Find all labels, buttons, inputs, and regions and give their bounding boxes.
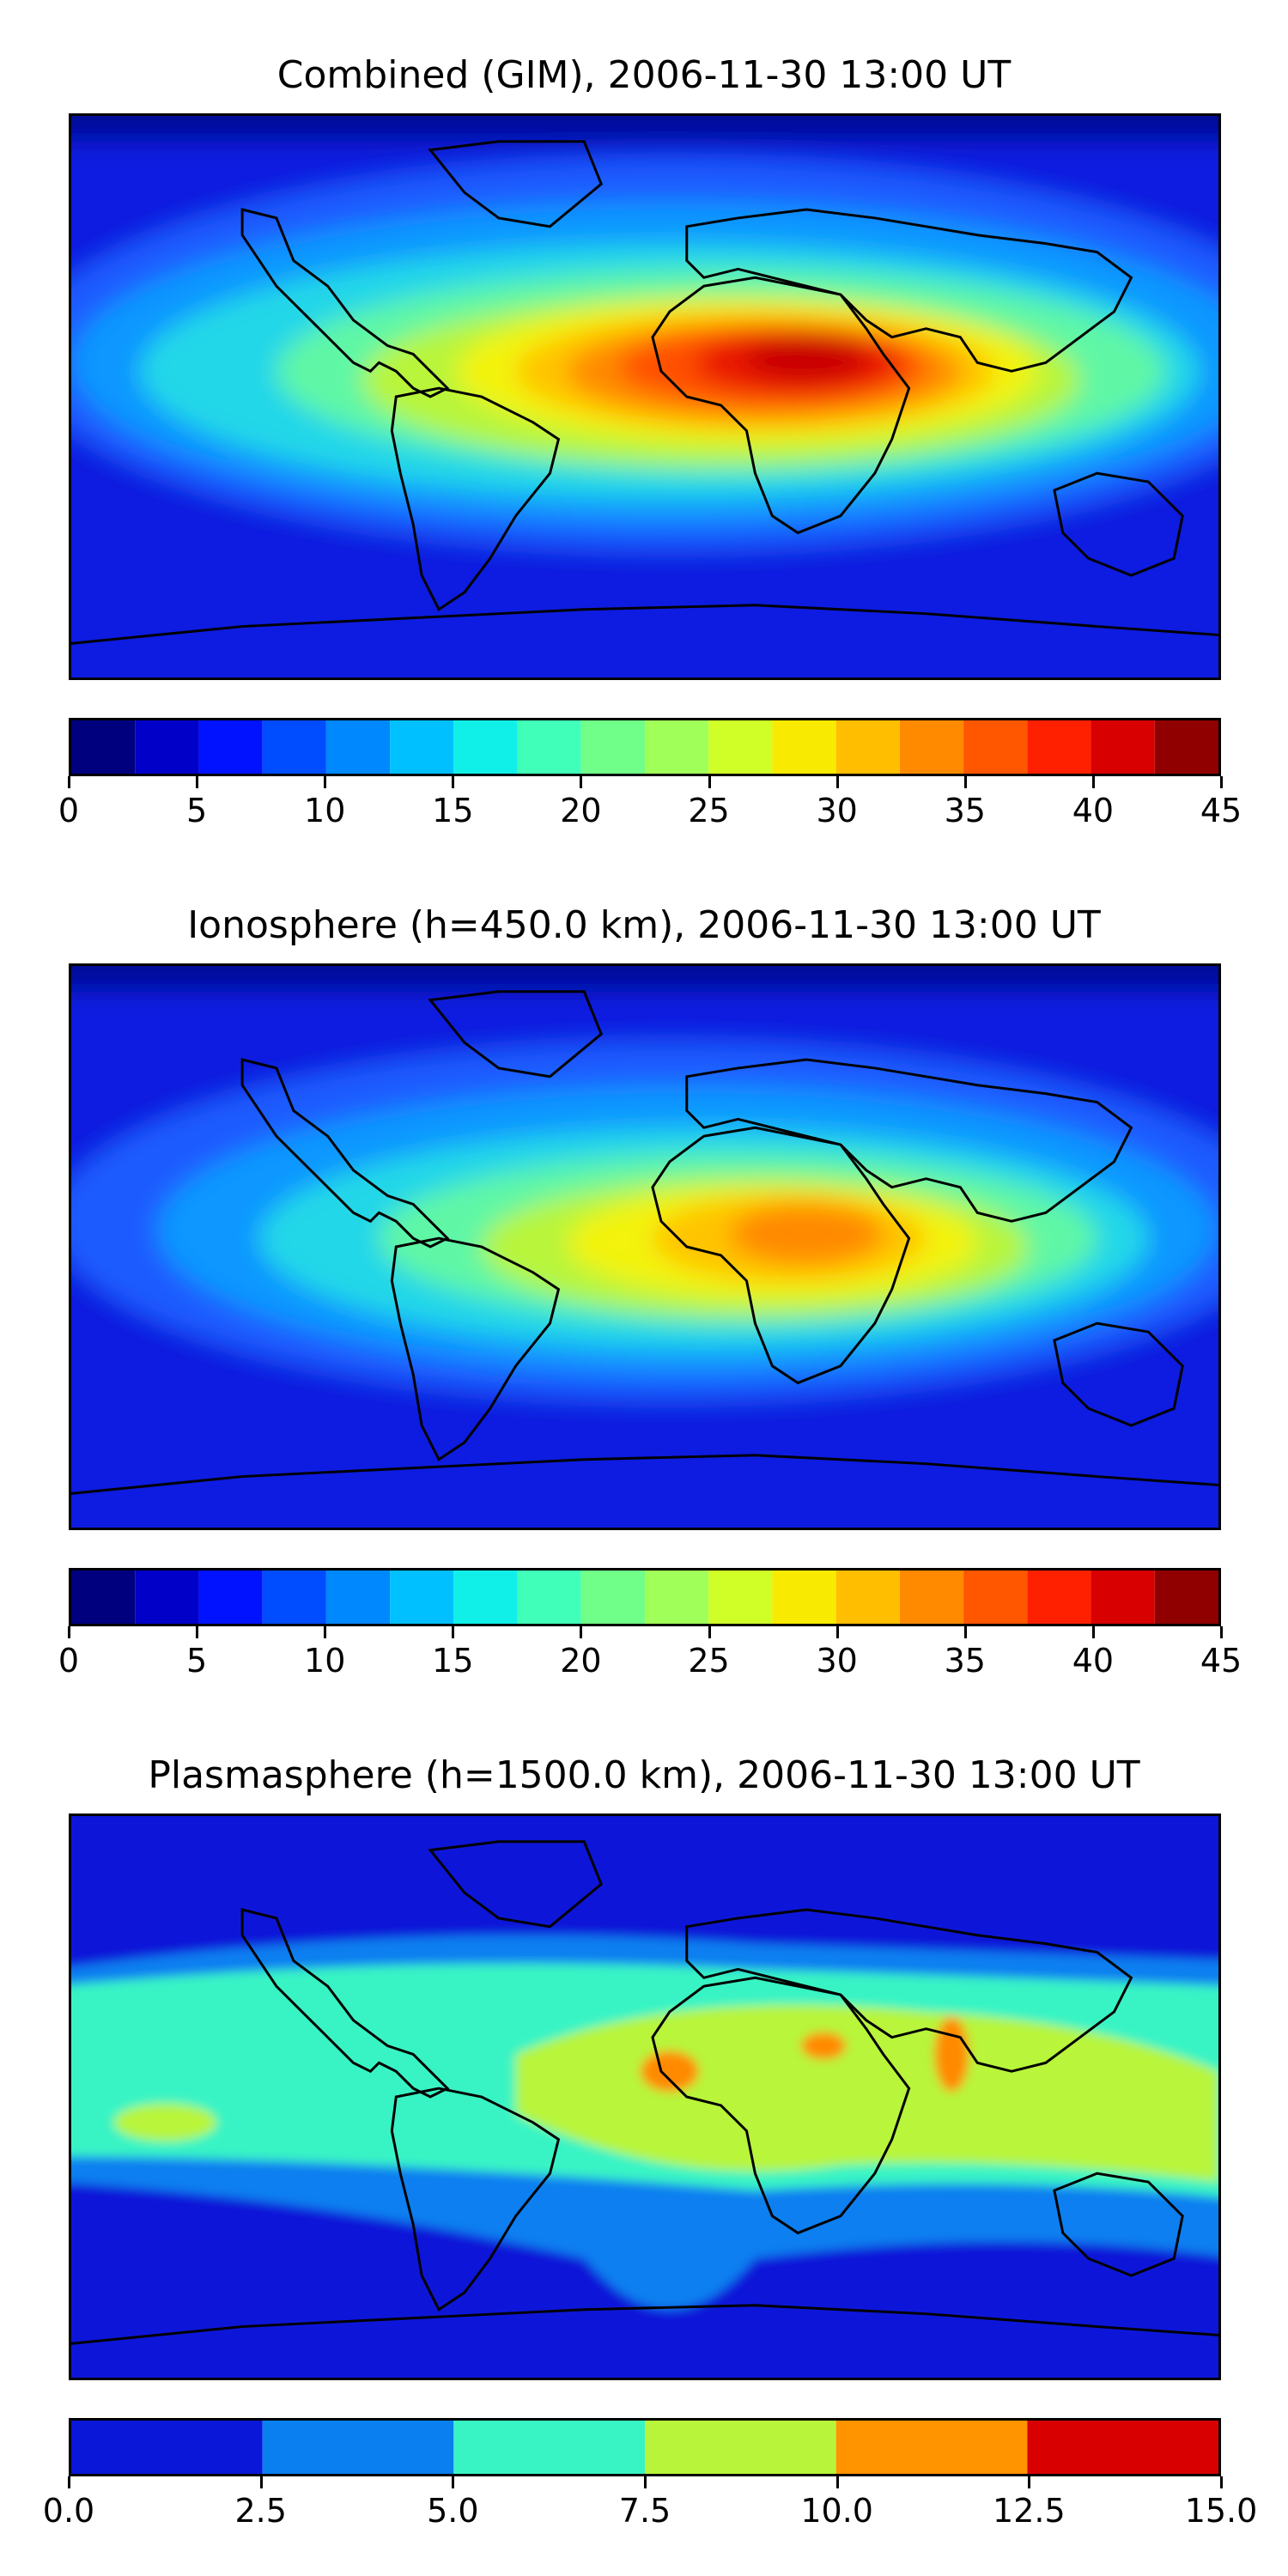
colorbar-tick-mark: [1220, 2476, 1223, 2488]
colorbar-tick-mark: [196, 1626, 199, 1638]
colorbar-tick-label: 35: [944, 792, 986, 829]
colorbar-tick-label: 10: [304, 792, 346, 829]
map-plasmasphere: [69, 1814, 1221, 2380]
colorbar-tick-label: 30: [816, 1642, 858, 1680]
colorbar-tick-mark: [324, 776, 327, 788]
colorbar-tick-label: 45: [1200, 792, 1242, 829]
colorbar-tick-label: 35: [944, 1642, 986, 1680]
colorbar-tick-label: 15: [432, 792, 474, 829]
colorbar-tick-label: 5: [186, 1642, 208, 1680]
colorbar-tick-mark: [580, 1626, 583, 1638]
colorbar-tick-label: 40: [1072, 1642, 1115, 1680]
colorbar-tick-mark: [324, 1626, 327, 1638]
tec-map-plasmasphere: [71, 1816, 1218, 2378]
colorbar-tick-label: 40: [1072, 792, 1115, 829]
colorbar-tick-label: 10.0: [800, 2492, 873, 2530]
colorbar-tick-mark: [708, 1626, 711, 1638]
plasmasphere-field: [71, 1816, 1218, 2378]
colorbar-tick-mark: [708, 776, 711, 788]
colorbar-tick-label: 30: [816, 792, 858, 829]
combined-field: [71, 116, 1218, 677]
colorbar-tick-mark: [644, 2476, 647, 2488]
colorbar-ionosphere-ticks: 0 5 10 15 20 25 30 35 40 45: [58, 1626, 1242, 1680]
colorbar-tick-mark: [835, 1626, 839, 1638]
colorbar-tick-mark: [580, 776, 583, 788]
colorbar-ionosphere-scale: [71, 1571, 1218, 1624]
colorbar-combined: [69, 718, 1221, 776]
colorbar-tick-label: 12.5: [993, 2492, 1066, 2530]
colorbar-tick-label: 2.5: [234, 2492, 287, 2530]
map-combined: [69, 113, 1221, 680]
colorbar-tick-mark: [1220, 1626, 1223, 1638]
colorbar-tick-label: 5: [186, 792, 208, 829]
colorbar-tick-mark: [835, 776, 839, 788]
panel-title-ionosphere: Ionosphere (h=450.0 km), 2006-11-30 13:0…: [187, 903, 1101, 947]
colorbar-plasmasphere-scale: [71, 2421, 1218, 2474]
colorbar-tick-mark: [68, 776, 70, 788]
colorbar-plasmasphere: [69, 2418, 1221, 2476]
colorbar-tick-mark: [963, 776, 967, 788]
tec-map-ionosphere: [71, 966, 1218, 1528]
colorbar-tick-mark: [1028, 2476, 1031, 2488]
colorbar-tick-label: 5.0: [427, 2492, 479, 2530]
colorbar-tick-label: 25: [688, 792, 730, 829]
colorbar-tick-label: 15: [432, 1642, 474, 1680]
colorbar-tick-mark: [259, 2476, 263, 2488]
colorbar-tick-label: 0.0: [42, 2492, 95, 2530]
colorbar-tick-mark: [452, 776, 455, 788]
colorbar-tick-label: 45: [1200, 1642, 1242, 1680]
colorbar-tick-label: 15.0: [1184, 2492, 1258, 2530]
colorbar-tick-mark: [1220, 776, 1223, 788]
colorbar-combined-ticks: 0 5 10 15 20 25 30 35 40 45: [58, 776, 1242, 829]
colorbar-tick-label: 0: [58, 1642, 80, 1680]
colorbar-tick-mark: [452, 1626, 455, 1638]
colorbar-tick-mark: [68, 1626, 70, 1638]
colorbar-tick-label: 25: [688, 1642, 730, 1680]
tec-map-combined: [71, 116, 1218, 677]
colorbar-tick-mark: [1091, 776, 1095, 788]
panel-title-plasmasphere: Plasmasphere (h=1500.0 km), 2006-11-30 1…: [148, 1753, 1140, 1797]
colorbar-plasmasphere-ticks: 0.0 2.5 5.0 7.5 10.0 12.5 15.0: [43, 2476, 1257, 2530]
colorbar-tick-label: 20: [560, 792, 602, 829]
colorbar-tick-label: 10: [304, 1642, 346, 1680]
colorbar-tick-mark: [1091, 1626, 1095, 1638]
colorbar-tick-label: 7.5: [618, 2492, 671, 2530]
colorbar-tick-mark: [835, 2476, 839, 2488]
colorbar-tick-mark: [68, 2476, 70, 2488]
ionosphere-field: [71, 966, 1218, 1528]
colorbar-tick-label: 0: [58, 792, 80, 829]
map-ionosphere: [69, 963, 1221, 1530]
colorbar-tick-mark: [196, 776, 199, 788]
colorbar-tick-mark: [963, 1626, 967, 1638]
panel-title-combined: Combined (GIM), 2006-11-30 13:00 UT: [276, 53, 1012, 97]
colorbar-tick-mark: [452, 2476, 455, 2488]
colorbar-ionosphere: [69, 1568, 1221, 1626]
colorbar-combined-scale: [71, 720, 1218, 774]
colorbar-tick-label: 20: [560, 1642, 602, 1680]
